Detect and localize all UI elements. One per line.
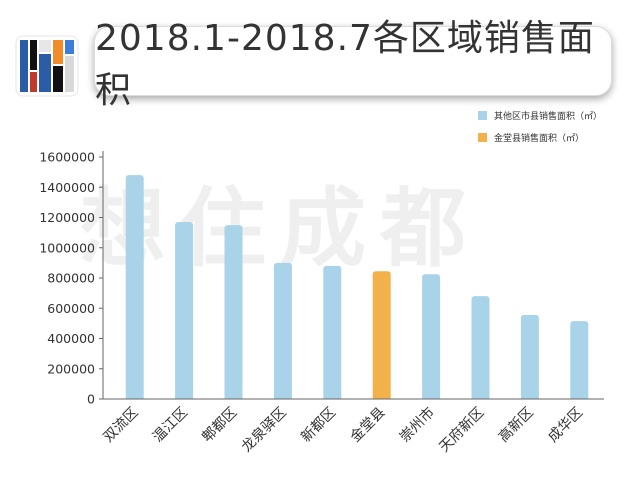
- x-tick-label: 温江区: [150, 405, 191, 446]
- bar-base: [273, 396, 292, 399]
- bar-other: [125, 175, 144, 399]
- x-tick-label: 双流区: [101, 405, 142, 446]
- y-tick-label: 1000000: [39, 240, 95, 255]
- y-tick-label: 1200000: [39, 210, 95, 225]
- bar-other: [273, 262, 292, 399]
- watermark-text: 想住成都: [80, 179, 480, 279]
- brand-logo: [14, 34, 80, 98]
- bar-base: [125, 396, 144, 399]
- x-tick-label: 金堂县: [348, 405, 389, 446]
- y-tick-label: 1600000: [39, 150, 95, 165]
- x-tick-label: 成华区: [545, 405, 586, 446]
- x-tick-label: 郫都区: [199, 405, 240, 446]
- title-banner: 2018.1-2018.7各区域销售面积: [94, 18, 612, 111]
- y-tick-label: 0: [87, 392, 95, 407]
- bar-base: [570, 396, 589, 399]
- y-tick-label: 200000: [47, 361, 95, 376]
- y-tick-label: 1400000: [39, 180, 95, 195]
- legend-label: 金堂县销售面积（㎡）: [494, 132, 584, 144]
- bar-base: [224, 396, 243, 399]
- x-tick-label: 崇州市: [396, 404, 438, 446]
- bar-other: [570, 321, 589, 399]
- bar-other: [323, 265, 342, 399]
- y-tick-label: 400000: [47, 331, 95, 346]
- bar-other: [224, 225, 243, 399]
- y-tick-label: 600000: [47, 301, 95, 316]
- y-axis: 0 200000 400000 600000 800000 1000000 1200000 1…: [39, 150, 104, 407]
- bar-base: [175, 396, 194, 399]
- bar-other: [520, 315, 539, 399]
- x-tick-label: 新都区: [298, 405, 339, 446]
- bar-base: [323, 396, 342, 399]
- y-tick-label: 800000: [47, 271, 95, 286]
- bar-other: [175, 222, 194, 399]
- bars: [125, 175, 589, 399]
- bar-other: [471, 296, 490, 399]
- x-tick-label: 天府新区: [436, 405, 487, 456]
- legend-swatch: [478, 133, 487, 142]
- bar-base: [372, 396, 391, 399]
- bar-base: [520, 396, 539, 399]
- page-title: 2018.1-2018.7各区域销售面积: [95, 18, 595, 111]
- legend-label: 其他区市县销售面积（㎡）: [494, 110, 602, 122]
- bar-other: [422, 274, 441, 399]
- x-tick-label: 高新区: [495, 404, 537, 446]
- legend: 其他区市县销售面积（㎡） 金堂县销售面积（㎡）: [478, 110, 602, 144]
- bar-highlight: [372, 271, 391, 399]
- legend-swatch: [478, 111, 487, 120]
- bar-base: [422, 396, 441, 399]
- x-tick-label: 龙泉驿区: [238, 404, 290, 456]
- bar-base: [471, 396, 490, 399]
